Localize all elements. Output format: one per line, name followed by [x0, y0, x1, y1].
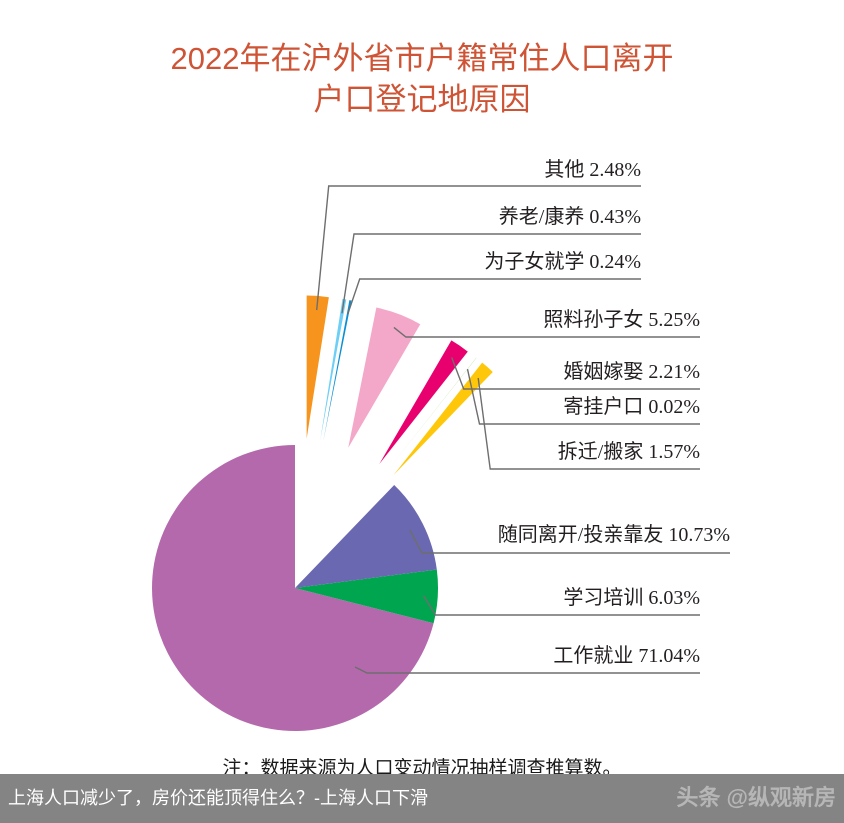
leader-line: [354, 666, 700, 674]
leader-line: [422, 595, 700, 616]
leader-line: [477, 377, 700, 470]
pie-slice: [152, 445, 434, 732]
pie-slice: [379, 340, 468, 464]
leader-line: [347, 278, 641, 315]
leader-line: [393, 326, 700, 338]
bottom-bar-caption: 上海人口减少了，房价还能顶得住么？-上海人口下滑: [8, 788, 428, 808]
leader-line: [341, 233, 641, 314]
pie-label-yanglao: 养老/康养 0.43%: [498, 206, 641, 228]
pie-slice: [393, 362, 493, 475]
pie-slice: [295, 485, 437, 588]
pie-label-hunyin: 婚姻嫁娶 2.21%: [563, 361, 700, 383]
pie-label-chaiqian: 拆迁/搬家 1.57%: [557, 441, 700, 463]
pie-slice: [348, 307, 421, 448]
pie-slice: [295, 569, 438, 624]
pie-label-xuexi: 学习培训 6.03%: [563, 587, 700, 609]
leader-line-group: [316, 185, 730, 674]
bottom-bar-watermark: 头条 @纵观新房: [676, 785, 836, 810]
leader-line: [466, 368, 700, 425]
chart-footnote: 注：数据来源为人口变动情况抽样调查推算数。: [222, 758, 622, 779]
bottom-bar: 上海人口减少了，房价还能顶得住么？-上海人口下滑 头条 @纵观新房: [0, 774, 844, 823]
pie-slice: [306, 295, 329, 439]
pie-label-zhaoliao: 照料孙子女 5.25%: [543, 309, 700, 331]
pie-label-qita: 其他 2.48%: [544, 159, 641, 181]
pie-label-jigua: 寄挂户口 0.02%: [563, 396, 700, 418]
pie-slice: [387, 357, 477, 471]
pie-slice: [320, 298, 347, 441]
pie-slice-group: [152, 295, 493, 732]
leader-line: [409, 529, 730, 554]
page-title: 2022年在沪外省市户籍常住人口离开 户口登记地原因: [170, 41, 674, 117]
pie-label-jiuxue: 为子女就学 0.24%: [484, 251, 641, 273]
pie-slice: [323, 300, 352, 441]
pie-label-suitong: 随同离开/投亲靠友 10.73%: [497, 524, 730, 546]
leader-line: [316, 185, 641, 311]
pie-label-gongzuo: 工作就业 71.04%: [553, 645, 700, 667]
leader-line: [451, 357, 700, 390]
